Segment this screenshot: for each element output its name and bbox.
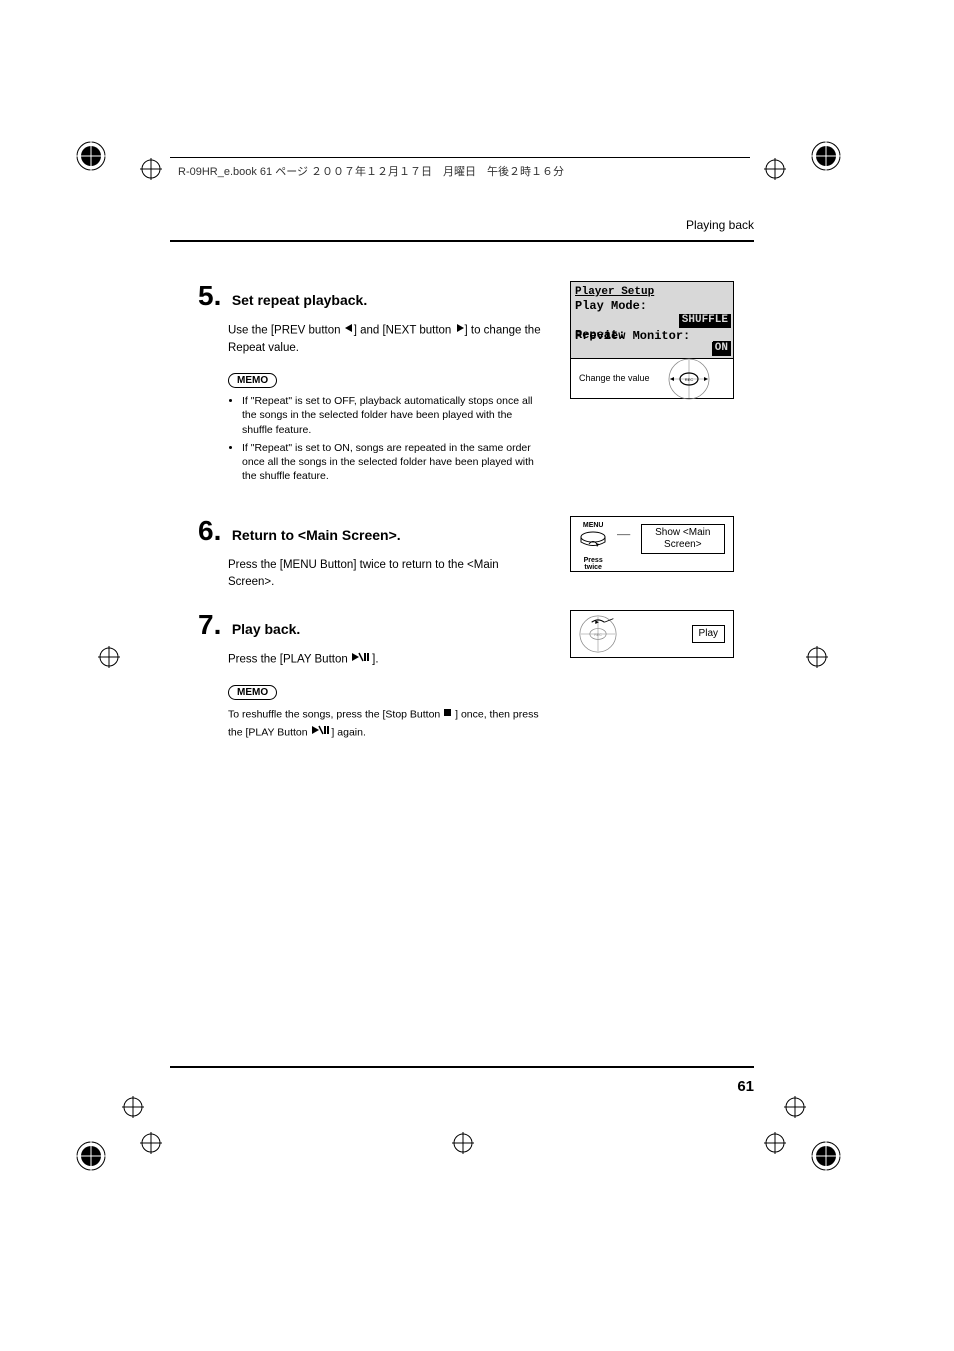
svg-text:REC: REC [594,633,602,637]
memo-text-7: To reshuffle the songs, press the [Stop … [228,706,543,743]
step-6-number: 6. [198,515,221,547]
reg-mark-br [810,1140,842,1172]
menu-button-diagram: MENU Press twice [579,522,607,571]
memo-label-5: MEMO [228,373,277,388]
step-7-title: Play back. [232,621,301,637]
step-5-body: Use the [PREV button ] and [NEXT button … [228,322,543,357]
step-7: 7. Play back. Press the [PLAY Button ]. … [198,609,543,743]
reg-mark-tr [810,140,842,172]
lcd-title: Player Setup [575,286,731,298]
play-pause-icon [311,724,329,742]
step-6-title: Return to <Main Screen>. [232,527,401,543]
step-5: 5. Set repeat playback. Use the [PREV bu… [198,280,543,487]
reg-mark-tl [75,140,107,172]
play-callout: Play [692,625,725,643]
callout-line-icon [617,522,630,552]
dpad-icon: REC [668,358,710,400]
lcd-play-mode-label: Play Mode: [575,299,647,314]
memo-list-5: If "Repeat" is set to OFF, playback auto… [228,394,543,483]
memo-label-7: MEMO [228,685,277,700]
lcd-screen: Player Setup Play Mode: SHUFFLE Repeat: … [571,282,733,358]
step-5-title: Set repeat playback. [232,292,367,308]
main-screen-callout: Show <Main Screen> [641,524,725,554]
rec-text: REC [684,377,693,382]
bottom-rule [170,1066,754,1068]
cross-mark-ml [98,646,120,668]
header-file-info: R-09HR_e.book 61 ページ ２００７年１２月１７日 月曜日 午後２… [178,163,564,179]
step-7-number: 7. [198,609,221,641]
step-6: 6. Return to <Main Screen>. Press the [M… [198,515,543,592]
cross-mark-bl2 [140,1132,162,1154]
section-label: Playing back [686,218,754,232]
page-number: 61 [737,1078,754,1095]
top-rule [170,240,754,242]
step-5-number: 5. [198,280,221,312]
dpad-play-icon: REC [579,615,617,653]
cross-mark-tl2 [140,158,162,180]
prev-icon [344,322,354,339]
next-icon [455,322,465,339]
reg-mark-bl [75,1140,107,1172]
menu-label: MENU [579,522,607,529]
figure-5: Player Setup Play Mode: SHUFFLE Repeat: … [570,281,734,399]
step-6-body: Press the [MENU Button] twice to return … [228,557,543,592]
lcd-preview-label: Preview Monitor: [575,329,690,344]
cross-mark-br3 [784,1096,806,1118]
menu-button-icon [579,529,607,551]
lcd-preview-value: ON [712,342,731,356]
cross-mark-br2 [764,1132,786,1154]
stop-icon [443,706,452,724]
press-twice-label: Press twice [579,557,607,571]
figure-5-caption: Change the value REC [571,358,733,398]
memo-item: If "Repeat" is set to OFF, playback auto… [242,394,543,437]
change-value-label: Change the value [579,373,650,383]
cross-mark-bl3 [122,1096,144,1118]
figure-6: MENU Press twice Show <Main Screen> [570,516,734,572]
memo-item: If "Repeat" is set to ON, songs are repe… [242,441,543,484]
figure-7: REC Play [570,610,734,658]
step-7-body: Press the [PLAY Button ]. [228,651,543,669]
cross-mark-bc [452,1132,474,1154]
lcd-play-mode-value: SHUFFLE [679,314,731,328]
play-pause-icon [351,651,369,668]
header-rule [170,157,750,158]
cross-mark-tr2 [764,158,786,180]
cross-mark-mr [806,646,828,668]
